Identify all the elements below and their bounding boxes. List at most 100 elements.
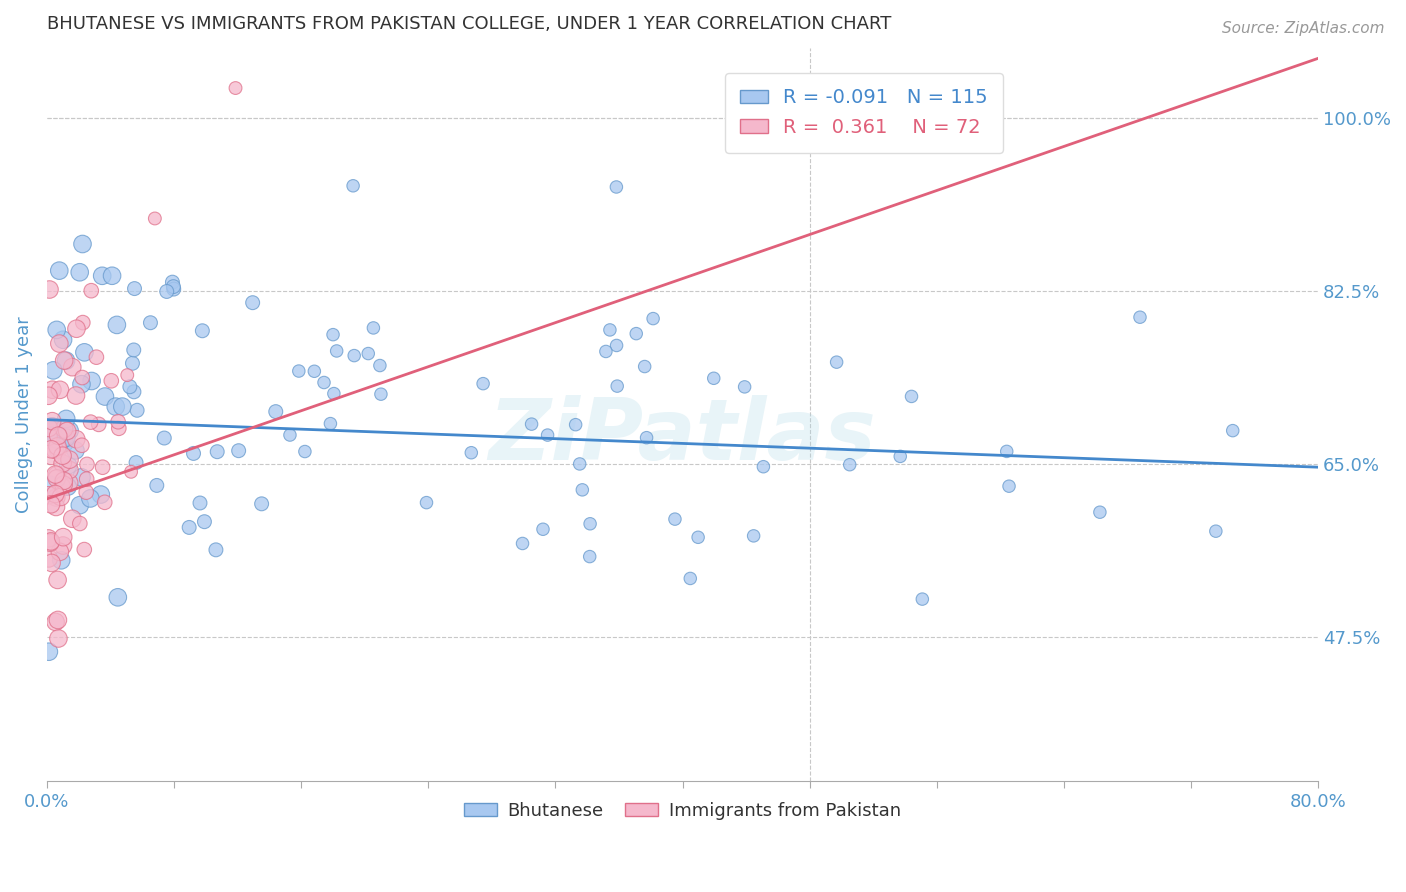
Point	[39, 478, 62, 492]
Point	[125, 456, 148, 470]
Point	[911, 592, 934, 607]
Point	[838, 458, 860, 472]
Point	[69, 265, 91, 279]
Point	[72, 370, 94, 384]
Point	[343, 349, 366, 363]
Point	[45, 615, 67, 629]
Point	[121, 356, 143, 370]
Point	[108, 421, 131, 435]
Point	[48, 263, 70, 277]
Point	[322, 386, 344, 401]
Point	[472, 376, 495, 391]
Point	[55, 353, 77, 368]
Point	[193, 515, 215, 529]
Point	[294, 444, 316, 458]
Point	[643, 311, 665, 326]
Point	[703, 371, 725, 385]
Point	[52, 477, 75, 491]
Point	[49, 545, 72, 559]
Point	[153, 431, 176, 445]
Point	[636, 431, 658, 445]
Point	[38, 645, 60, 659]
Point	[183, 446, 205, 460]
Point	[163, 282, 186, 296]
Point	[179, 520, 201, 534]
Point	[58, 463, 80, 477]
Point	[156, 285, 179, 299]
Point	[1088, 505, 1111, 519]
Point	[312, 376, 335, 390]
Point	[46, 440, 69, 454]
Point	[44, 467, 66, 482]
Point	[188, 496, 211, 510]
Point	[39, 428, 62, 442]
Point	[46, 613, 69, 627]
Point	[56, 480, 79, 494]
Point	[45, 468, 67, 483]
Point	[69, 516, 91, 531]
Point	[742, 529, 765, 543]
Point	[73, 542, 96, 557]
Point	[51, 479, 73, 493]
Point	[53, 422, 76, 436]
Point	[752, 459, 775, 474]
Point	[91, 460, 114, 475]
Point	[52, 333, 75, 347]
Point	[37, 532, 59, 546]
Point	[44, 487, 66, 501]
Point	[52, 457, 75, 471]
Point	[52, 474, 75, 488]
Point	[41, 419, 63, 434]
Point	[45, 491, 67, 505]
Point	[48, 632, 70, 646]
Point	[39, 534, 62, 549]
Y-axis label: College, Under 1 year: College, Under 1 year	[15, 317, 32, 513]
Point	[606, 338, 628, 352]
Point	[568, 457, 591, 471]
Point	[76, 472, 98, 486]
Point	[52, 449, 75, 463]
Point	[520, 417, 543, 431]
Point	[900, 389, 922, 403]
Point	[79, 491, 101, 506]
Point	[162, 275, 184, 289]
Point	[124, 282, 146, 296]
Point	[91, 268, 114, 283]
Point	[825, 355, 848, 369]
Point	[46, 428, 69, 442]
Point	[162, 279, 184, 293]
Point	[60, 360, 83, 375]
Point	[53, 353, 76, 368]
Point	[73, 345, 96, 359]
Point	[48, 336, 70, 351]
Point	[52, 530, 75, 544]
Point	[38, 283, 60, 297]
Point	[41, 442, 63, 457]
Point	[39, 497, 62, 511]
Point	[415, 495, 437, 509]
Point	[72, 316, 94, 330]
Point	[70, 438, 93, 452]
Point	[45, 323, 67, 337]
Point	[49, 490, 72, 504]
Point	[44, 442, 66, 457]
Point	[225, 81, 247, 95]
Point	[53, 435, 76, 450]
Point	[578, 549, 600, 564]
Point	[104, 400, 127, 414]
Point	[626, 326, 648, 341]
Point	[37, 389, 59, 403]
Point	[111, 400, 134, 414]
Point	[120, 465, 142, 479]
Point	[139, 316, 162, 330]
Point	[107, 591, 129, 605]
Point	[679, 571, 702, 585]
Point	[304, 364, 326, 378]
Point	[122, 343, 145, 357]
Point	[664, 512, 686, 526]
Point	[65, 443, 87, 458]
Point	[889, 450, 911, 464]
Point	[579, 516, 602, 531]
Point	[634, 359, 657, 374]
Point	[37, 430, 59, 444]
